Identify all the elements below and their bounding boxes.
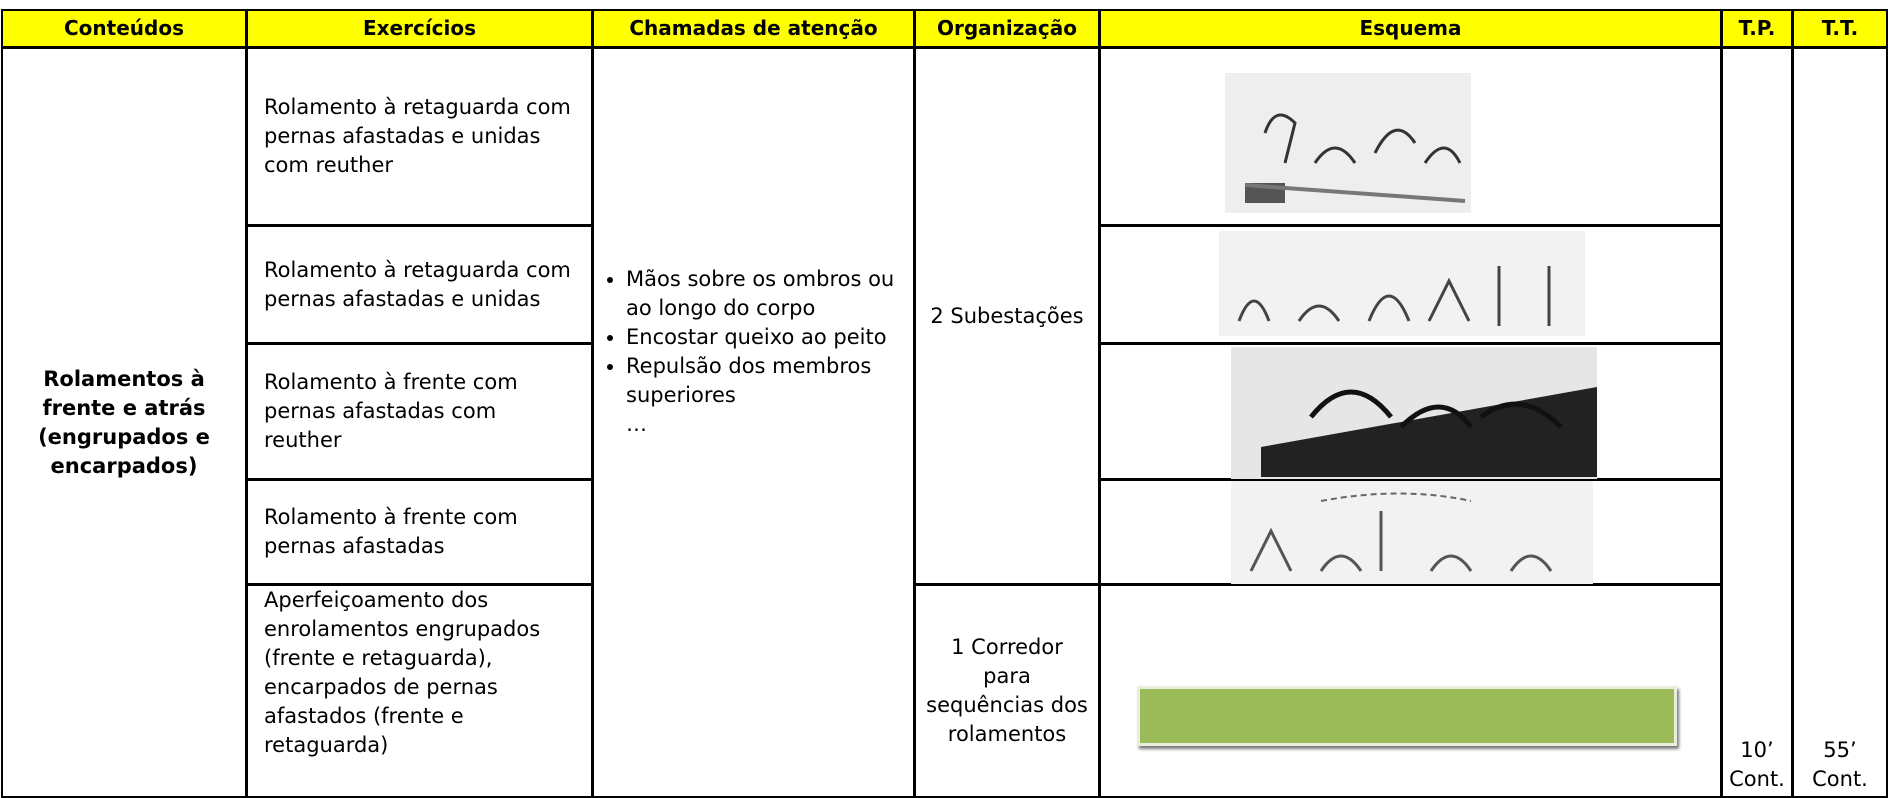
organization-cell: 1 Corredor para sequências dos rolamento… xyxy=(914,584,1100,798)
schema-cell xyxy=(1099,47,1722,226)
content-cell: Rolamentos à frente e atrás (engrupados … xyxy=(1,47,247,798)
organization-cell: 2 Subestações xyxy=(914,47,1100,585)
tt-text: 55’ Cont. xyxy=(1812,738,1868,791)
attention-cell: Mãos sobre os ombros ou ao longo do corp… xyxy=(592,47,915,798)
header-cell: T.T. xyxy=(1792,9,1888,48)
schema-image xyxy=(1231,347,1597,479)
header-cell: Chamadas de atenção xyxy=(592,9,915,48)
exercise-cell: Rolamento à frente com pernas afastadas xyxy=(246,479,593,585)
schema-image xyxy=(1225,73,1471,213)
tp-cell: 10’ Cont. xyxy=(1721,47,1793,798)
header-cell: Organização xyxy=(914,9,1100,48)
exercise-cell: Rolamento à frente com pernas afastadas … xyxy=(246,343,593,480)
header-cell: Esquema xyxy=(1099,9,1722,48)
schema-image xyxy=(1231,481,1593,585)
schema-image xyxy=(1219,231,1585,336)
header-cell: Conteúdos xyxy=(1,9,247,48)
organization-text: 1 Corredor para sequências dos rolamento… xyxy=(926,635,1088,746)
exercise-cell: Rolamento à retaguarda com pernas afasta… xyxy=(246,47,593,226)
tt-cell: 55’ Cont. xyxy=(1792,47,1888,798)
attention-item: Encostar queixo ao peito xyxy=(626,323,903,352)
tp-text: 10’ Cont. xyxy=(1729,738,1785,791)
attention-item: Repulsão dos membros superiores xyxy=(626,352,903,410)
exercise-cell: Aperfeiçoamento dos enrolamentos engrupa… xyxy=(246,584,593,798)
attention-more: … xyxy=(626,412,647,436)
corridor-mat xyxy=(1137,686,1677,746)
schema-cell xyxy=(1099,479,1722,585)
attention-item: Mãos sobre os ombros ou ao longo do corp… xyxy=(626,265,903,323)
exercise-cell: Rolamento à retaguarda com pernas afasta… xyxy=(246,225,593,344)
header-cell: T.P. xyxy=(1721,9,1793,48)
organization-text: 2 Subestações xyxy=(930,303,1084,328)
content-text: Rolamentos à frente e atrás (engrupados … xyxy=(38,366,210,478)
schema-cell xyxy=(1099,343,1722,480)
schema-cell xyxy=(1099,584,1722,798)
schema-cell xyxy=(1099,225,1722,344)
header-cell: Exercícios xyxy=(246,9,593,48)
attention-list: Mãos sobre os ombros ou ao longo do corp… xyxy=(606,265,903,439)
